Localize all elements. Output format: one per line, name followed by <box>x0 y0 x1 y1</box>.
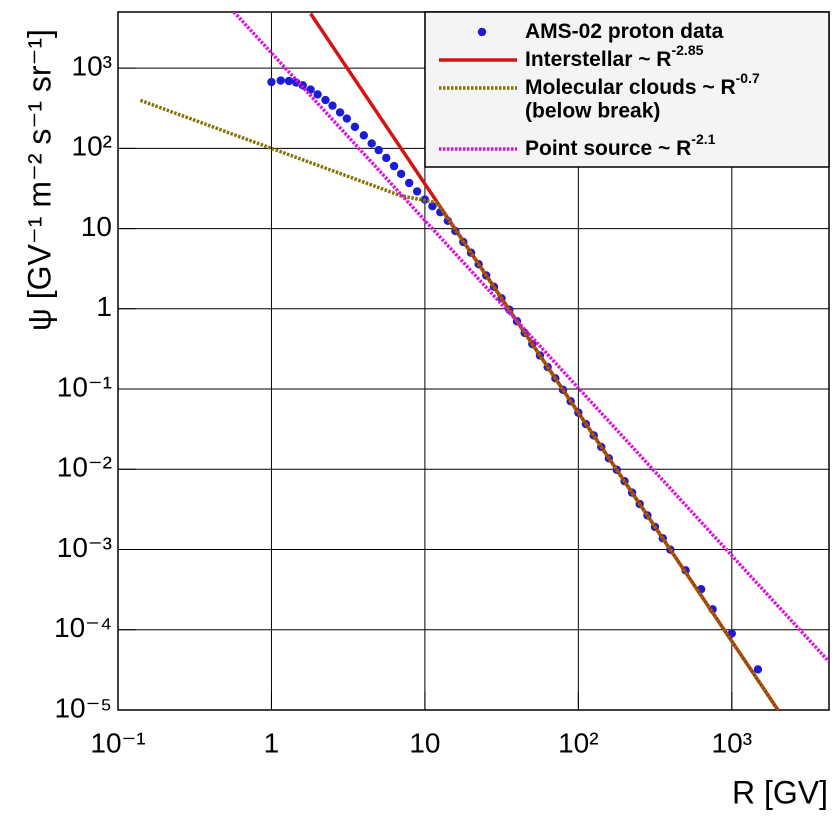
legend-marker <box>477 27 487 37</box>
x-tick-label: 10 <box>409 727 440 758</box>
series-line <box>139 98 780 710</box>
y-tick-label: 10² <box>72 131 112 162</box>
data-point <box>753 665 763 674</box>
data-point <box>313 90 322 99</box>
y-tick-label: 10⁻³ <box>57 532 112 563</box>
y-tick-label: 1 <box>96 291 112 322</box>
data-point <box>404 178 414 188</box>
legend-label: AMS-02 proton data <box>525 20 724 43</box>
data-point <box>396 169 406 179</box>
plot-area <box>139 12 829 710</box>
data-point <box>374 145 383 155</box>
y-tick-label: 10⁻⁵ <box>54 692 112 723</box>
legend-label: Molecular clouds ~ R-0.7 <box>525 70 760 99</box>
legend-name: Interstellar ~ R <box>525 48 671 71</box>
legend-name: Molecular clouds ~ R <box>525 76 736 99</box>
y-tick-label: 10 <box>81 211 112 242</box>
x-axis-title: R [GV] <box>732 774 828 810</box>
data-point <box>321 95 330 105</box>
y-tick-label: 10⁻⁴ <box>54 612 112 643</box>
data-point <box>328 101 337 110</box>
x-tick-label: 10⁻¹ <box>90 727 145 758</box>
data-point <box>284 76 294 86</box>
data-point <box>335 108 345 117</box>
data-point <box>276 76 285 85</box>
legend-exponent: -0.7 <box>736 70 760 86</box>
data-point <box>382 153 391 163</box>
legend-name: AMS-02 proton data <box>525 20 724 43</box>
y-tick-label: 10³ <box>72 50 112 81</box>
data-point <box>428 201 437 211</box>
y-tick-label: 10⁻² <box>57 452 112 483</box>
series-line <box>232 12 829 663</box>
x-tick-label: 10² <box>558 727 598 758</box>
y-tick-label: 10⁻¹ <box>57 371 112 402</box>
legend-exponent: -2.85 <box>671 42 703 58</box>
x-tick-label: 1 <box>264 727 280 758</box>
data-point <box>412 187 422 196</box>
data-point <box>389 161 399 171</box>
legend-label: Point source ~ R-2.1 <box>525 131 716 160</box>
x-tick-label: 10³ <box>712 727 752 758</box>
data-point <box>350 122 360 132</box>
legend-name: Point source ~ R <box>525 137 691 160</box>
legend-exponent: -2.1 <box>691 131 715 147</box>
data-point <box>267 77 276 87</box>
y-axis-title: ψ [GV⁻¹ m⁻² s⁻¹ sr⁻¹] <box>21 29 57 331</box>
legend-label: Interstellar ~ R-2.85 <box>525 42 704 71</box>
data-point <box>342 114 352 123</box>
data-point <box>359 131 369 140</box>
legend-label-line2: (below break) <box>525 100 660 123</box>
data-point <box>367 139 376 148</box>
